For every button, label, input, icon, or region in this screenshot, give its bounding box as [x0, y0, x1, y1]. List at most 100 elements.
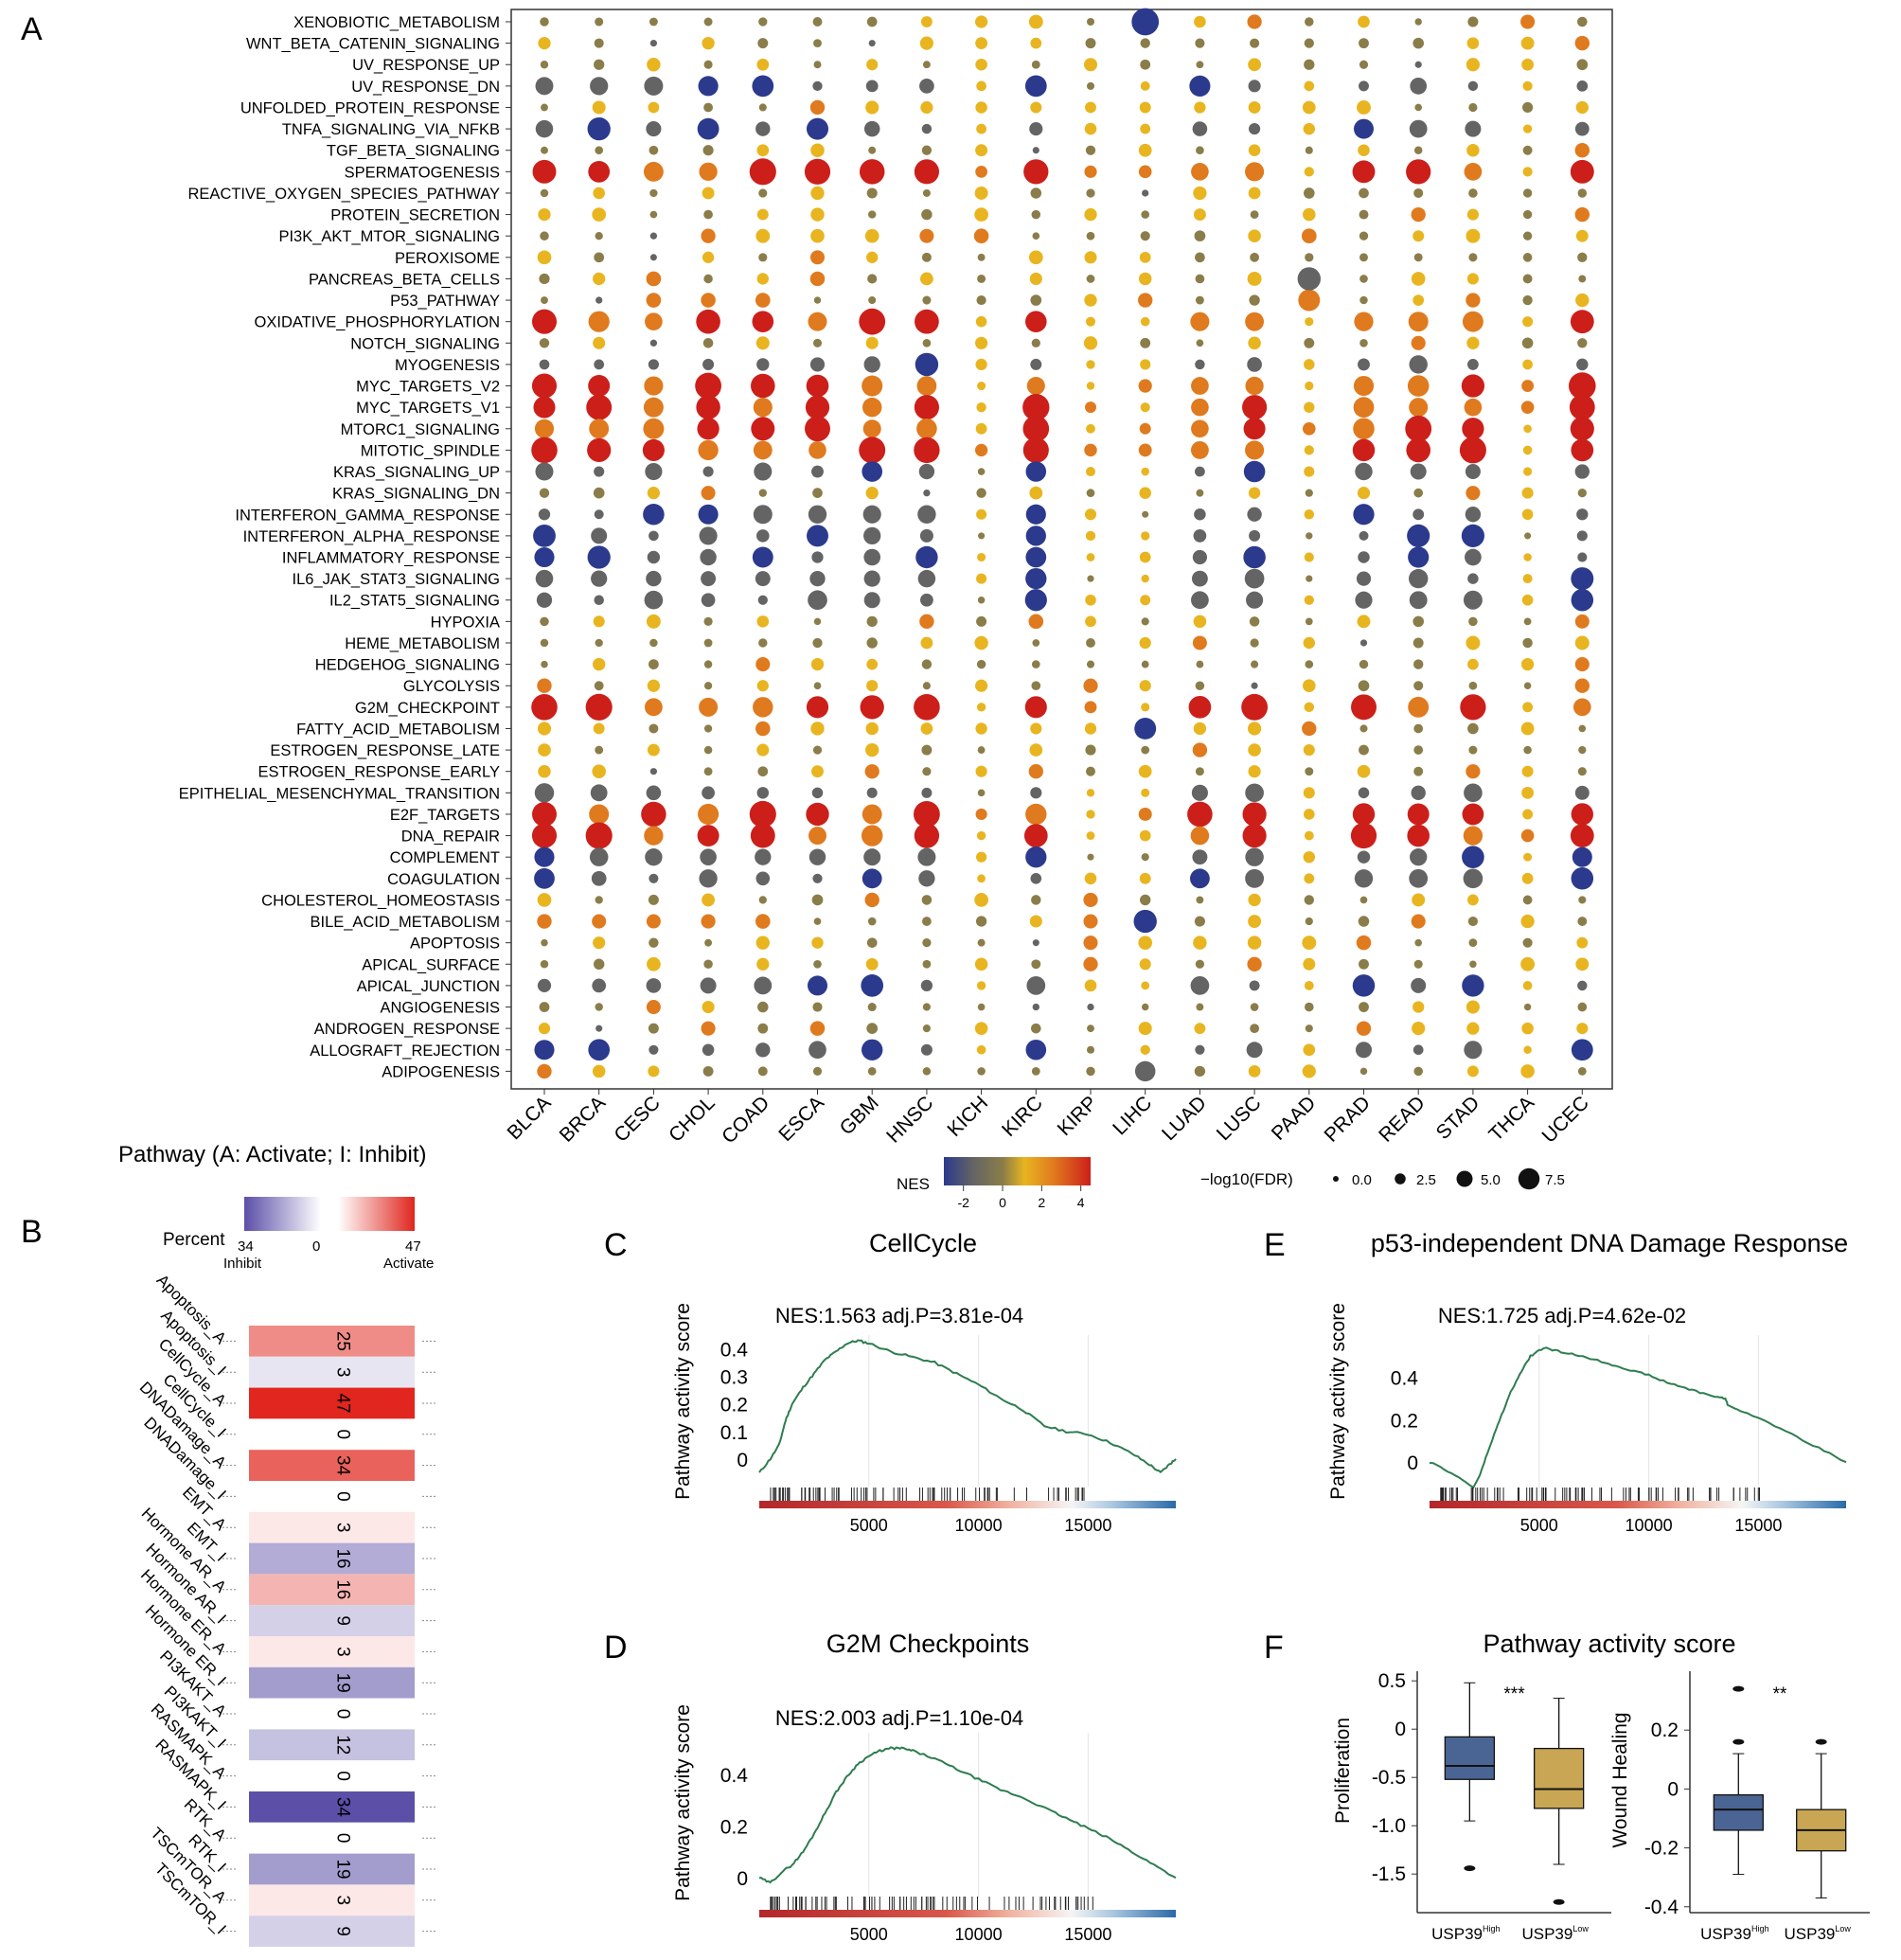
dotplot-dot: [1407, 803, 1430, 826]
dotplot-dot: [921, 895, 933, 905]
dotplot-dot: [538, 508, 551, 521]
dotplot-row-label: UV_RESPONSE_DN: [351, 79, 500, 96]
dotplot-dot: [1359, 639, 1368, 647]
dotplot-dot: [758, 17, 768, 27]
dotplot-row-label: G2M_CHECKPOINT: [355, 700, 500, 717]
dotplot-row-label: COMPLEMENT: [390, 849, 500, 866]
dotplot-dot: [862, 397, 882, 418]
dotplot-dot: [595, 232, 603, 241]
dotplot-dot: [975, 336, 988, 349]
dotplot-dot: [649, 232, 658, 240]
dotplot-dot: [697, 418, 720, 440]
dotplot-dot: [594, 359, 605, 370]
dotplot-dot: [648, 1044, 659, 1055]
dotplot-dot: [810, 250, 825, 265]
dotplot-dot: [1087, 1003, 1094, 1011]
dotplot-dot: [757, 1001, 769, 1013]
dotplot-dot: [1084, 122, 1097, 135]
dotplot-dot: [1520, 657, 1535, 671]
dotplot-dot: [703, 660, 713, 668]
dotplot-dot: [751, 373, 775, 399]
dotplot-row-label: ESTROGEN_RESPONSE_LATE: [270, 742, 500, 759]
g2m-ylabel: Pathway activity score: [672, 1704, 694, 1901]
dotplot-dot: [1353, 418, 1375, 440]
dotplot-dot: [1084, 872, 1097, 885]
dotplot-dot: [1522, 937, 1533, 948]
curve-x-tick-label: 5000: [1520, 1516, 1558, 1535]
dotplot-dot: [1577, 917, 1588, 926]
dotplot-dot: [975, 165, 987, 178]
heatmap-cell: [249, 1542, 415, 1575]
dotplot-dot: [645, 462, 663, 481]
dotplot-dot: [645, 848, 663, 866]
dotplot-dot: [863, 356, 880, 373]
dotplot-dot: [1574, 35, 1590, 51]
dotplot-dot: [865, 100, 879, 115]
dotplot-dot: [1025, 1039, 1047, 1060]
dotplot-dot: [1250, 638, 1259, 648]
dotplot-dot: [922, 1025, 931, 1033]
dotplot-dot: [975, 851, 987, 863]
dotplot-dot: [700, 548, 717, 566]
dotplot-dot: [1133, 909, 1157, 934]
dotplot-dot: [537, 893, 552, 907]
dotplot-dot: [866, 937, 878, 949]
dotplot-dot: [644, 376, 664, 396]
curve-y-tick-label: 0.2: [720, 1395, 748, 1417]
dotplot-column-label: PRAD: [1321, 1092, 1376, 1147]
dotplot-dot: [1029, 915, 1042, 928]
dotplot-dot: [1140, 359, 1151, 370]
dotplot-dot: [1304, 359, 1315, 370]
dotplot-dot: [921, 145, 933, 155]
dotplot-dot: [1029, 272, 1042, 285]
dotplot-dot: [702, 358, 715, 370]
dotplot-dot: [1357, 487, 1371, 500]
dotplot-dot: [756, 58, 770, 71]
dotplot-dot: [703, 616, 713, 626]
dotplot-dot: [1305, 1025, 1313, 1033]
dotplot-dot: [1249, 294, 1260, 306]
dotplot-dot: [812, 1066, 823, 1076]
dotplot-dot: [1086, 423, 1095, 434]
dotplot-dot: [540, 616, 549, 627]
dotplot-dot: [1086, 810, 1095, 819]
dotplot-dot: [1576, 530, 1588, 542]
panel-label-f: F: [1264, 1630, 1284, 1666]
dotplot-dot: [1522, 574, 1533, 584]
dotplot-dot: [1576, 1023, 1589, 1035]
dotplot-dot: [1464, 162, 1483, 181]
box-outlier: [1732, 1738, 1745, 1745]
dotplot-dot: [1355, 462, 1373, 481]
dotplot-dot: [1030, 187, 1042, 199]
dotplot-dot: [1141, 745, 1150, 755]
dotplot-dot: [1249, 529, 1261, 542]
dotplot-dot: [1358, 144, 1370, 156]
boxplot-group-superscript: Low: [1835, 1924, 1851, 1933]
dotplot-row-label: XENOBIOTIC_METABOLISM: [293, 14, 500, 31]
dotplot-dot: [1575, 957, 1590, 971]
dotplot-dot: [1305, 617, 1313, 626]
curve-y-tick-label: 0.2: [1391, 1410, 1418, 1432]
dotplot-row-label: MTORC1_SIGNALING: [341, 421, 500, 438]
dotplot-dot: [1086, 638, 1095, 648]
dotplot-dot: [1409, 398, 1429, 418]
dotplot-dot: [813, 959, 822, 969]
dotplot-dot: [1195, 466, 1205, 477]
heatmap-cell-value: 34: [333, 1455, 353, 1476]
dotplot-dot: [1138, 935, 1153, 950]
fdr-legend-tick-label: 5.0: [1481, 1172, 1501, 1188]
curve-x-tick-label: 10000: [955, 1516, 1003, 1535]
dotplot-dot: [977, 597, 986, 604]
dotplot-dot: [648, 359, 659, 370]
dotplot-dot: [1411, 206, 1426, 223]
dotplot-dot: [920, 979, 933, 992]
dotplot-dot: [1523, 682, 1532, 689]
dotplot-dot: [1521, 1022, 1534, 1035]
dotplot-dot: [701, 1021, 716, 1036]
dotplot-dot: [695, 372, 721, 400]
dotplot-dot: [1356, 571, 1372, 586]
dotplot-dot: [1192, 121, 1208, 136]
dotplot-dot: [1407, 375, 1430, 397]
dotplot-dot: [1576, 358, 1589, 371]
dotplot-dot: [756, 680, 769, 692]
